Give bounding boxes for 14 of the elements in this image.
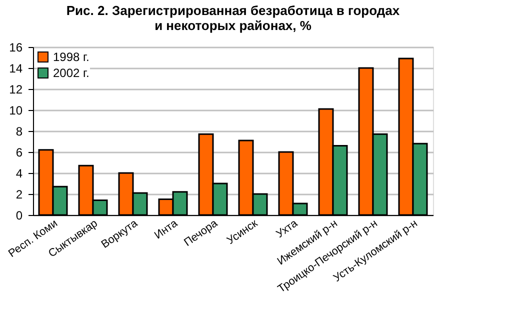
y-tick-label: 10 [9, 104, 23, 118]
legend-label: 1998 г. [53, 50, 90, 64]
y-tick-label: 2 [16, 188, 23, 202]
x-tick-label: Инта [152, 216, 181, 242]
y-tick-label: 4 [16, 166, 23, 180]
y-tick-label: 14 [9, 62, 23, 76]
y-tick-label: 0 [16, 208, 23, 222]
text: и некоторых районах, % [154, 18, 312, 33]
y-tick-label: 8 [16, 124, 23, 138]
legend-label: 2002 г. [53, 66, 90, 80]
y-tick-label: 12 [9, 82, 23, 96]
y-tick-label: 16 [9, 40, 23, 54]
y-tick-label: 6 [16, 146, 23, 160]
text: Рис. 2. Зарегистрированная безработица в городах [66, 3, 400, 18]
